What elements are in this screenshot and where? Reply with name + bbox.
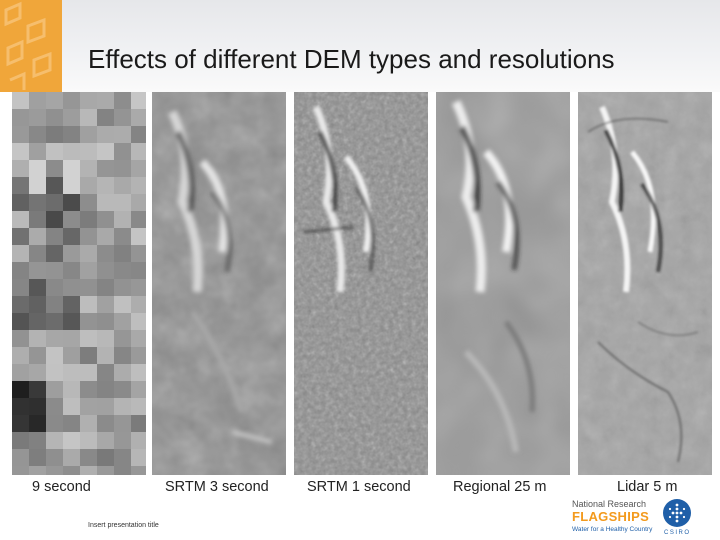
caption-srtm-3-second: SRTM 3 second [165,479,269,495]
slide-title: Effects of different DEM types and resol… [88,44,615,74]
dem-image-regional-25-m [436,92,570,475]
caption-9-second: 9 second [32,479,91,495]
logo-line-1: National Research [572,499,647,509]
logo-line-2: FLAGSHIPS [572,509,650,524]
dem-panel-srtm-1-second [294,92,428,475]
flagships-logo: National Research FLAGSHIPS Water for a … [568,495,720,540]
dem-panel-srtm-3-second [152,92,286,475]
dem-panel-9-second [12,92,146,475]
header-band [62,0,720,92]
footer-presentation-title: Insert presentation title [88,522,159,529]
dem-panel-lidar-5-m [578,92,712,475]
csiro-wordmark: CSIRO [664,530,691,536]
dem-image-9-second [12,92,146,475]
corner-decoration [0,0,62,92]
dem-image-srtm-3-second [152,92,286,475]
dem-panel-regional-25-m [436,92,570,475]
dem-image-lidar-5-m [578,92,712,475]
logo-line-3: Water for a Healthy Country [572,526,653,533]
caption-lidar-5-m: Lidar 5 m [617,479,678,495]
dem-image-srtm-1-second [294,92,428,475]
caption-srtm-1-second: SRTM 1 second [307,479,411,495]
caption-regional-25-m: Regional 25 m [453,479,547,495]
csiro-emblem-icon [663,499,691,527]
corner-pattern [4,1,52,90]
